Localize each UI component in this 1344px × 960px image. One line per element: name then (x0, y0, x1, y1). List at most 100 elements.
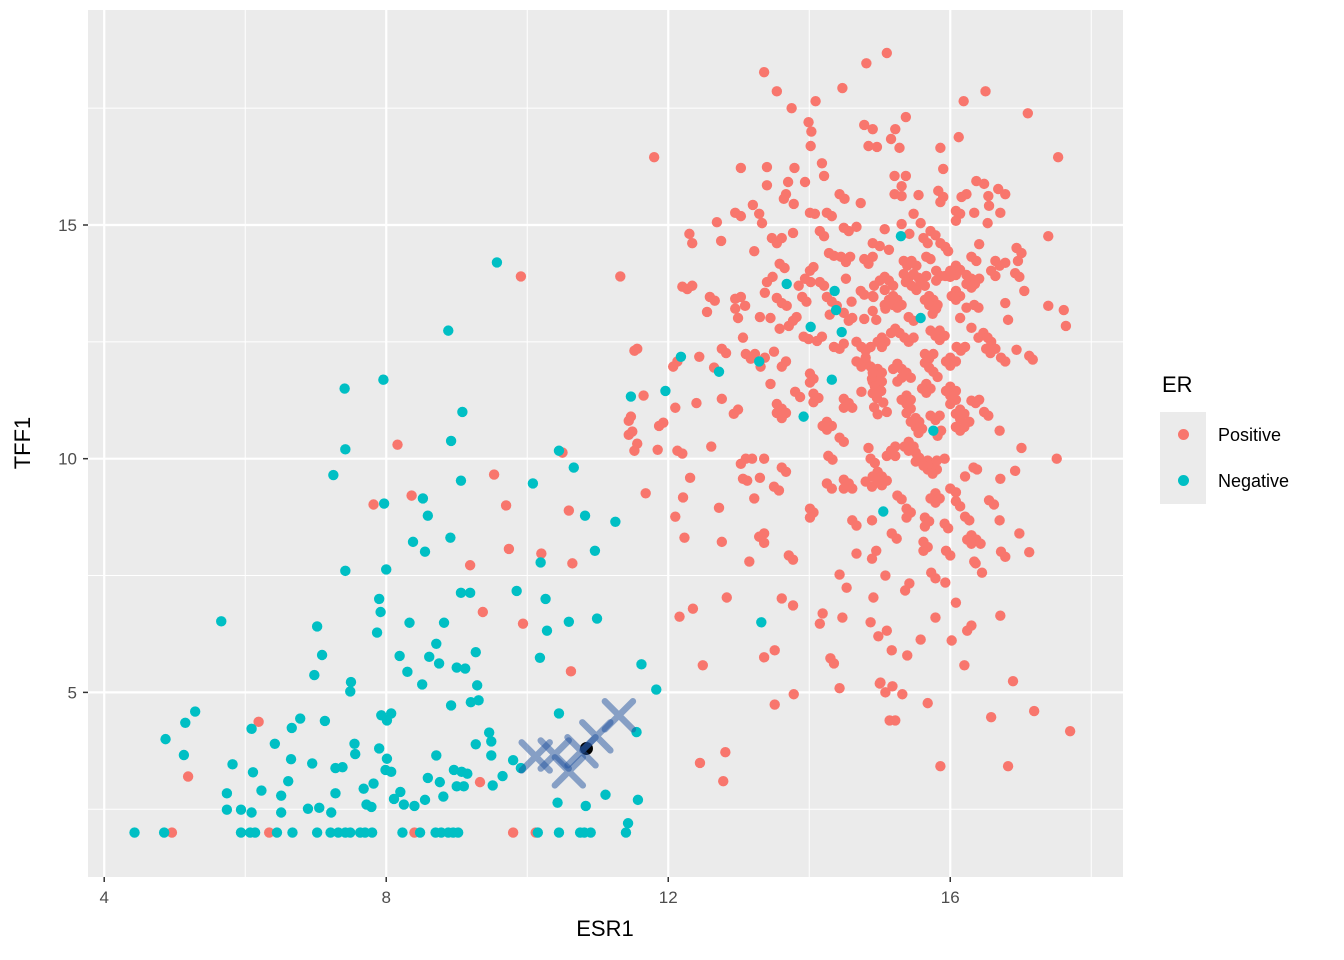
data-point-negative (915, 312, 926, 324)
data-point-negative (636, 659, 647, 670)
legend-entry-positive[interactable]: Positive (1160, 411, 1340, 458)
data-point-positive (1027, 354, 1038, 365)
data-point-positive (887, 681, 898, 692)
data-point-positive (896, 394, 907, 405)
data-point-positive (781, 300, 792, 312)
data-point-positive (922, 238, 933, 249)
data-point-positive (900, 170, 912, 182)
data-point-positive (880, 687, 891, 698)
legend-label-positive: Positive (1218, 424, 1282, 445)
data-point-negative (798, 411, 809, 422)
data-point-positive (615, 271, 626, 282)
data-point-positive (629, 445, 640, 456)
data-point-positive (753, 208, 765, 219)
data-point-positive (904, 228, 915, 240)
data-point-negative (366, 801, 377, 813)
data-point-negative (309, 669, 320, 681)
data-point-positive (973, 273, 985, 284)
data-point-positive (935, 761, 946, 772)
data-point-positive (253, 716, 264, 728)
data-point-positive (847, 402, 858, 413)
data-point-positive (966, 322, 977, 334)
y-axis-title: TFF1 (10, 417, 35, 470)
data-point-negative (178, 749, 190, 761)
data-point-positive (964, 515, 975, 526)
data-points-layer (129, 47, 1076, 838)
data-point-positive (978, 178, 990, 190)
data-point-negative (407, 536, 419, 548)
data-point-positive (901, 512, 912, 523)
data-point-positive (954, 501, 966, 512)
data-point-negative (465, 696, 477, 708)
data-point-negative (404, 617, 415, 628)
data-point-negative (419, 546, 431, 557)
data-point-positive (839, 193, 850, 205)
data-point-negative (553, 708, 565, 719)
data-point-positive (919, 521, 931, 532)
data-point-negative (452, 827, 464, 838)
data-point-positive (826, 210, 838, 222)
data-point-negative (345, 686, 356, 697)
data-point-negative (486, 750, 497, 761)
data-point-negative (422, 510, 434, 521)
data-point-positive (935, 425, 947, 436)
legend-entry-negative[interactable]: Negative (1160, 457, 1340, 504)
data-point-positive (871, 545, 882, 556)
data-point-positive (488, 469, 500, 480)
data-point-positive (896, 218, 907, 230)
data-point-positive (838, 338, 850, 349)
data-point-negative (470, 739, 481, 750)
data-point-positive (973, 394, 985, 405)
data-point-positive (950, 597, 962, 608)
data-point-negative (247, 767, 259, 778)
data-point-positive (876, 341, 888, 353)
data-point-positive (971, 255, 982, 267)
data-point-negative (448, 764, 460, 776)
data-point-positive (995, 207, 1006, 219)
data-point-positive (789, 162, 800, 174)
data-point-positive (803, 333, 814, 345)
data-point-positive (847, 483, 858, 494)
data-point-positive (826, 483, 838, 494)
data-point-positive (739, 300, 751, 312)
axis-tick-labels: 4 8 12 16 5 10 15 (58, 216, 960, 907)
data-point-positive (392, 439, 403, 450)
data-point-positive (969, 207, 980, 219)
data-point-negative (568, 462, 579, 473)
data-point-positive (701, 306, 713, 318)
data-point-negative (129, 827, 140, 838)
data-point-positive (758, 537, 770, 549)
data-point-positive (769, 645, 780, 656)
data-point-positive (927, 468, 938, 479)
y-tick-label: 15 (58, 216, 77, 235)
data-point-negative (311, 827, 323, 838)
data-point-positive (866, 515, 878, 526)
data-point-positive (983, 190, 994, 202)
data-point-positive (817, 608, 828, 619)
data-point-positive (769, 699, 780, 710)
data-point-positive (474, 776, 486, 788)
data-point-positive (788, 689, 799, 700)
legend-label-negative: Negative (1218, 470, 1290, 491)
data-point-positive (735, 458, 747, 470)
data-point-negative (340, 565, 351, 577)
data-point-positive (754, 472, 766, 484)
data-point-positive (930, 573, 941, 584)
data-point-negative (895, 231, 907, 242)
data-point-positive (866, 553, 878, 564)
data-point-positive (954, 312, 966, 324)
data-point-positive (670, 402, 681, 413)
data-point-negative (345, 827, 356, 838)
data-point-positive (970, 558, 981, 569)
data-point-negative (235, 804, 247, 815)
data-point-positive (679, 532, 690, 543)
data-point-negative (371, 627, 383, 638)
data-point-positive (890, 123, 901, 135)
data-point-positive (930, 230, 941, 241)
data-point-positive (837, 82, 848, 94)
data-point-positive (1000, 188, 1011, 200)
data-point-negative (246, 723, 257, 735)
data-point-positive (855, 197, 866, 209)
data-point-positive (787, 227, 799, 239)
data-point-positive (810, 95, 821, 107)
